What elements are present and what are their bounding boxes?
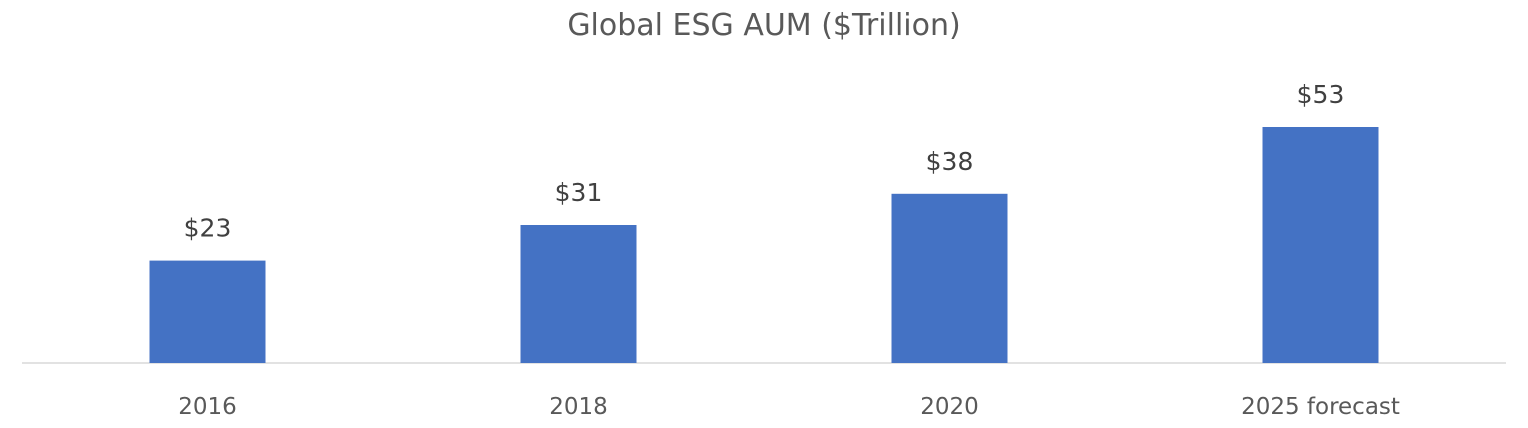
x-tick-label-2020: 2020 bbox=[920, 394, 979, 420]
bar-2025-forecast bbox=[1262, 127, 1379, 363]
x-tick-label-2018: 2018 bbox=[549, 394, 608, 420]
data-label-2016: $23 bbox=[184, 214, 232, 243]
bar-2018 bbox=[520, 225, 637, 363]
x-tick-label-2025-forecast: 2025 forecast bbox=[1241, 394, 1400, 420]
x-tick-label-2016: 2016 bbox=[178, 394, 237, 420]
data-label-2020: $38 bbox=[926, 147, 974, 176]
bar-2020 bbox=[891, 193, 1008, 363]
data-label-2018: $31 bbox=[555, 178, 603, 207]
data-label-2025-forecast: $53 bbox=[1297, 80, 1345, 109]
chart-title: Global ESG AUM ($Trillion) bbox=[567, 8, 961, 43]
bar-2016 bbox=[149, 260, 266, 363]
